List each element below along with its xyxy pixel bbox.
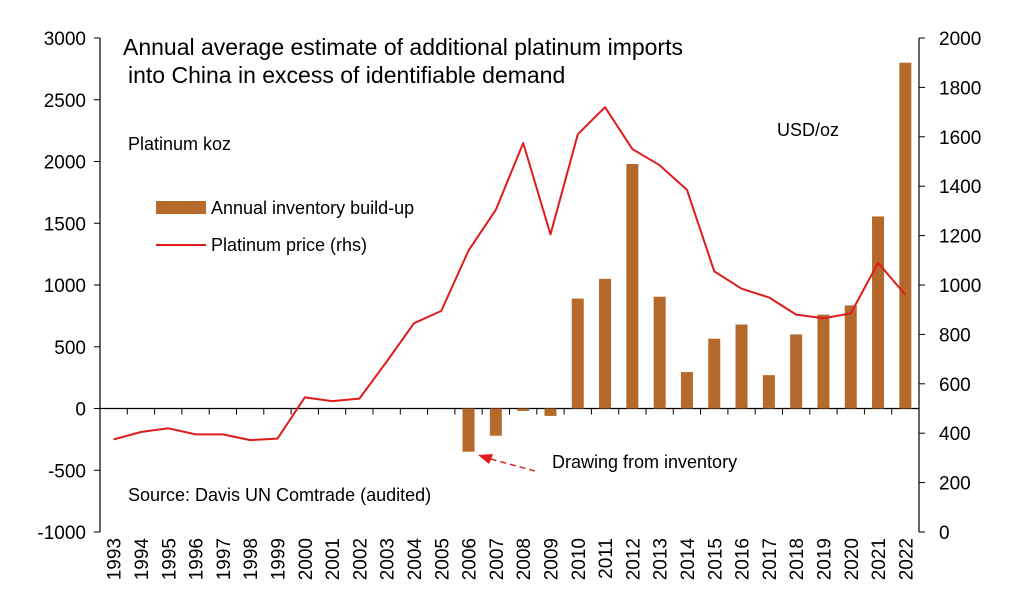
x-tick-label: 2019 bbox=[814, 538, 835, 580]
x-tick-label: 2013 bbox=[651, 538, 672, 580]
x-tick-label: 1994 bbox=[132, 538, 153, 581]
annotation-text: Drawing from inventory bbox=[552, 452, 737, 472]
line-series bbox=[113, 106, 907, 442]
right-tick-label: 600 bbox=[939, 375, 971, 396]
annotation-group: Drawing from inventory bbox=[478, 452, 737, 472]
annotation-arrowhead bbox=[478, 454, 493, 464]
x-tick-label: 2001 bbox=[323, 538, 344, 580]
left-axis-label: Platinum koz bbox=[128, 134, 231, 154]
x-tick-label: 2004 bbox=[405, 538, 426, 581]
legend-bar-label: Annual inventory build-up bbox=[211, 198, 414, 218]
bar-2021 bbox=[872, 216, 885, 409]
bar-2016 bbox=[735, 324, 748, 409]
x-tick-label: 2007 bbox=[487, 538, 508, 580]
x-tick-label: 2015 bbox=[705, 538, 726, 580]
x-tick-label: 2000 bbox=[296, 538, 317, 580]
x-tick-label: 1998 bbox=[241, 538, 262, 580]
right-axis-label: USD/oz bbox=[777, 120, 839, 140]
left-tick-label: -500 bbox=[48, 461, 86, 482]
bar-2008 bbox=[517, 408, 530, 411]
x-tick-label: 1993 bbox=[105, 538, 126, 580]
legend-line-label: Platinum price (rhs) bbox=[211, 235, 367, 255]
x-tick-label: 2012 bbox=[623, 538, 644, 580]
bar-2017 bbox=[762, 375, 775, 409]
legend-bar-swatch bbox=[156, 201, 206, 214]
annotation-arrow-line bbox=[486, 457, 536, 472]
right-tick-label: 0 bbox=[939, 523, 950, 544]
chart-title-line2: into China in excess of identifiable dem… bbox=[128, 62, 565, 88]
x-tick-label: 2011 bbox=[596, 538, 617, 579]
right-tick-label: 1800 bbox=[939, 78, 981, 99]
x-tick-label: 2017 bbox=[760, 538, 781, 580]
source-note: Source: Davis UN Comtrade (audited) bbox=[128, 485, 431, 505]
bar-2020 bbox=[844, 305, 857, 409]
right-tick-label: 400 bbox=[939, 424, 971, 445]
x-tick-label: 2002 bbox=[350, 538, 371, 580]
bar-2015 bbox=[708, 338, 721, 409]
x-tick-label: 1996 bbox=[187, 538, 208, 580]
right-tick-label: 200 bbox=[939, 474, 971, 495]
right-tick-label: 1400 bbox=[939, 177, 981, 198]
left-tick-label: 0 bbox=[75, 400, 86, 421]
x-tick-label: 2003 bbox=[378, 538, 399, 580]
bar-2009 bbox=[544, 408, 557, 416]
x-tick-label: 2020 bbox=[842, 538, 863, 580]
x-tick-label: 1999 bbox=[268, 538, 289, 580]
bar-2013 bbox=[653, 296, 666, 409]
x-tick-label: 2008 bbox=[514, 538, 535, 580]
price-line bbox=[113, 106, 907, 442]
legend: Annual inventory build-up Platinum price… bbox=[156, 198, 414, 255]
x-tick-label: 1997 bbox=[214, 538, 235, 580]
right-tick-label: 800 bbox=[939, 325, 971, 346]
right-tick-label: 2000 bbox=[939, 29, 981, 50]
chart-title-line1: Annual average estimate of additional pl… bbox=[123, 34, 683, 60]
x-tick-label: 2010 bbox=[569, 538, 590, 580]
x-tick-label: 2005 bbox=[432, 538, 453, 580]
bar-2012 bbox=[626, 163, 639, 409]
left-tick-label: 1000 bbox=[44, 276, 86, 297]
axes: -1000 -500 0 500 1000 1500 2000 2500 3000 0 200 400… bbox=[37, 29, 981, 580]
bar-2018 bbox=[790, 334, 803, 409]
x-tick-label: 2006 bbox=[460, 538, 481, 580]
left-tick-label: 3000 bbox=[44, 29, 86, 50]
bar-2022 bbox=[899, 62, 912, 409]
bar-2011 bbox=[599, 278, 612, 409]
bar-2006 bbox=[462, 408, 475, 452]
left-tick-label: -1000 bbox=[37, 523, 86, 544]
bar-2014 bbox=[680, 372, 693, 409]
bar-2019 bbox=[817, 314, 830, 409]
x-tick-label: 2009 bbox=[541, 538, 562, 580]
left-tick-label: 1500 bbox=[44, 214, 86, 235]
x-tick-label: 1995 bbox=[159, 538, 180, 580]
right-tick-label: 1200 bbox=[939, 227, 981, 248]
right-tick-label: 1600 bbox=[939, 128, 981, 149]
x-tick-label: 2016 bbox=[733, 538, 754, 580]
x-tick-label: 2018 bbox=[787, 538, 808, 580]
x-tick-label: 2022 bbox=[896, 538, 917, 580]
bar-2007 bbox=[489, 408, 502, 436]
left-tick-label: 500 bbox=[54, 338, 86, 359]
x-tick-label: 2021 bbox=[869, 538, 890, 580]
left-tick-label: 2500 bbox=[44, 91, 86, 112]
x-tick-label: 2014 bbox=[678, 538, 699, 581]
right-tick-label: 1000 bbox=[939, 276, 981, 297]
left-tick-label: 2000 bbox=[44, 153, 86, 174]
bar-series bbox=[462, 62, 912, 452]
bar-2010 bbox=[571, 298, 584, 409]
